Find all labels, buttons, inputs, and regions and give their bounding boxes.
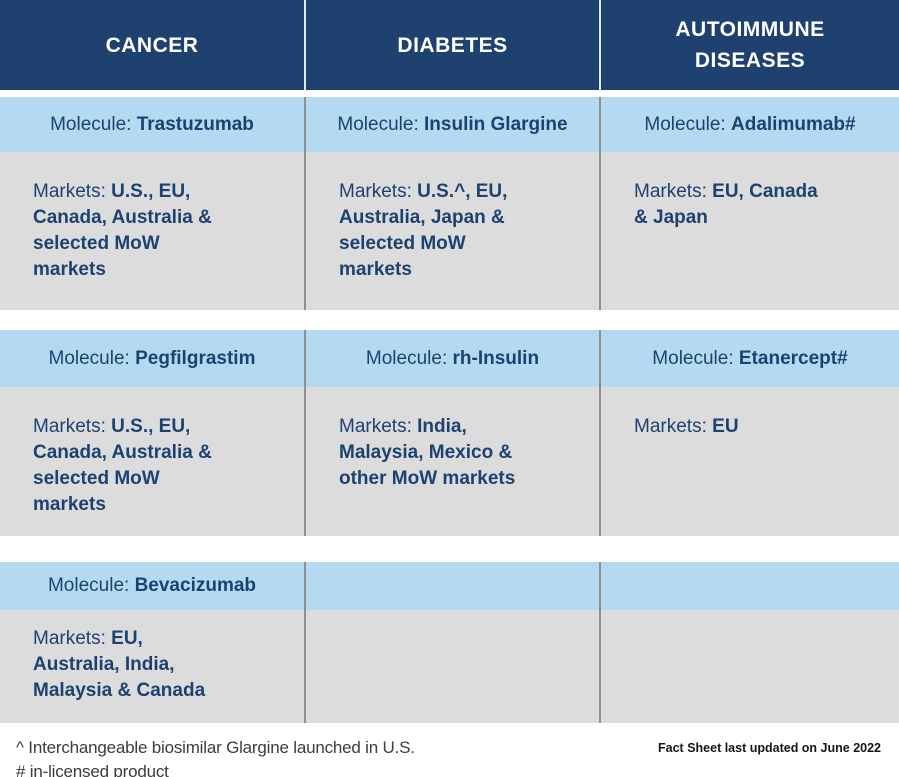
molecule-name: Insulin Glargine [424, 113, 568, 135]
molecule-row-group-1: Molecule: Trastuzumab Markets: U.S., EU,… [0, 97, 899, 310]
molecule-band [601, 562, 899, 610]
last-updated-note: Fact Sheet last updated on June 2022 [658, 741, 881, 755]
footnotes: ^ Interchangeable biosimilar Glargine la… [16, 736, 415, 777]
molecule-name: Trastuzumab [136, 113, 254, 135]
molecule-name: Bevacizumab [134, 575, 257, 596]
molecule-name: rh-Insulin [452, 347, 540, 369]
markets-label: Markets: [634, 181, 707, 202]
cell-empty-autoimmune [599, 562, 899, 723]
header-cell-autoimmune-diseases: AUTOIMMUNE DISEASES [599, 0, 899, 90]
molecule-label: Molecule: [652, 347, 734, 369]
cell-bevacizumab: Molecule: Bevacizumab Markets: EU, Austr… [0, 562, 304, 723]
molecule-row-group-2: Molecule: Pegfilgrastim Markets: U.S., E… [0, 330, 899, 536]
molecule-band [306, 562, 599, 610]
markets-band: Markets: U.S., EU, Canada, Australia & s… [0, 387, 304, 536]
markets-band: Markets: EU, Canada & Japan [601, 152, 899, 310]
row-gap [0, 310, 899, 330]
molecule-band: Molecule: Pegfilgrastim [0, 330, 304, 387]
cell-pegfilgrastim: Molecule: Pegfilgrastim Markets: U.S., E… [0, 330, 304, 536]
header-cell-cancer: CANCER [105, 33, 199, 57]
molecule-band: Molecule: Trastuzumab [0, 97, 304, 152]
molecule-label: Molecule: [365, 347, 448, 369]
markets-label: Markets: [33, 628, 106, 649]
markets-band [306, 610, 599, 723]
markets-value: India, Malaysia, Mexico & other MoW mark… [339, 416, 516, 489]
molecule-label: Molecule: [644, 113, 726, 135]
cell-insulin-glargine: Molecule: Insulin Glargine Markets: U.S.… [304, 97, 599, 310]
cell-trastuzumab: Molecule: Trastuzumab Markets: U.S., EU,… [0, 97, 304, 310]
markets-value: EU, Canada & Japan [634, 181, 818, 228]
row-gap [0, 90, 899, 97]
markets-value: U.S.^, EU, Australia, Japan & selected M… [339, 181, 508, 280]
markets-value: U.S., EU, Canada, Australia & selected M… [33, 181, 212, 280]
molecule-band: Molecule: Insulin Glargine [306, 97, 599, 152]
molecule-band: Molecule: rh-Insulin [306, 330, 599, 387]
therapy-header-row: CANCER DIABETES AUTOIMMUNE DISEASES [0, 0, 899, 90]
molecule-name: Etanercept# [738, 347, 848, 369]
markets-label: Markets: [33, 181, 106, 202]
cell-etanercept: Molecule: Etanercept# Markets: EU [599, 330, 899, 536]
markets-band: Markets: India, Malaysia, Mexico & other… [306, 387, 599, 536]
molecule-name: Adalimumab# [731, 113, 856, 135]
footnote-caret: ^ Interchangeable biosimilar Glargine la… [16, 738, 415, 757]
footer: ^ Interchangeable biosimilar Glargine la… [0, 723, 899, 777]
markets-band: Markets: U.S.^, EU, Australia, Japan & s… [306, 152, 599, 310]
markets-value: EU [712, 416, 739, 437]
markets-label: Markets: [339, 181, 412, 202]
markets-label: Markets: [634, 416, 707, 437]
markets-band [601, 610, 899, 723]
cell-empty-diabetes [304, 562, 599, 723]
markets-band: Markets: U.S., EU, Canada, Australia & s… [0, 152, 304, 310]
markets-value: U.S., EU, Canada, Australia & selected M… [33, 416, 212, 515]
molecule-name: Pegfilgrastim [135, 347, 256, 369]
footnote-hash: # in-licensed product [16, 762, 169, 777]
markets-label: Markets: [339, 416, 412, 437]
row-gap [0, 536, 899, 562]
molecule-row-group-3: Molecule: Bevacizumab Markets: EU, Austr… [0, 562, 899, 723]
molecule-label: Molecule: [50, 113, 132, 135]
molecule-band: Molecule: Etanercept# [601, 330, 899, 387]
molecule-label: Molecule: [48, 347, 130, 369]
molecule-band: Molecule: Bevacizumab [0, 562, 304, 610]
cell-rh-insulin: Molecule: rh-Insulin Markets: India, Mal… [304, 330, 599, 536]
cell-adalimumab: Molecule: Adalimumab# Markets: EU, Canad… [599, 97, 899, 310]
header-cell-diabetes: DIABETES [304, 0, 599, 90]
markets-band: Markets: EU, Australia, India, Malaysia … [0, 610, 304, 723]
molecule-label: Molecule: [47, 575, 130, 596]
markets-band: Markets: EU [601, 387, 899, 536]
markets-label: Markets: [33, 416, 106, 437]
molecule-label: Molecule: [337, 113, 419, 135]
markets-value: EU, Australia, India, Malaysia & Canada [33, 628, 206, 701]
molecule-band: Molecule: Adalimumab# [601, 97, 899, 152]
